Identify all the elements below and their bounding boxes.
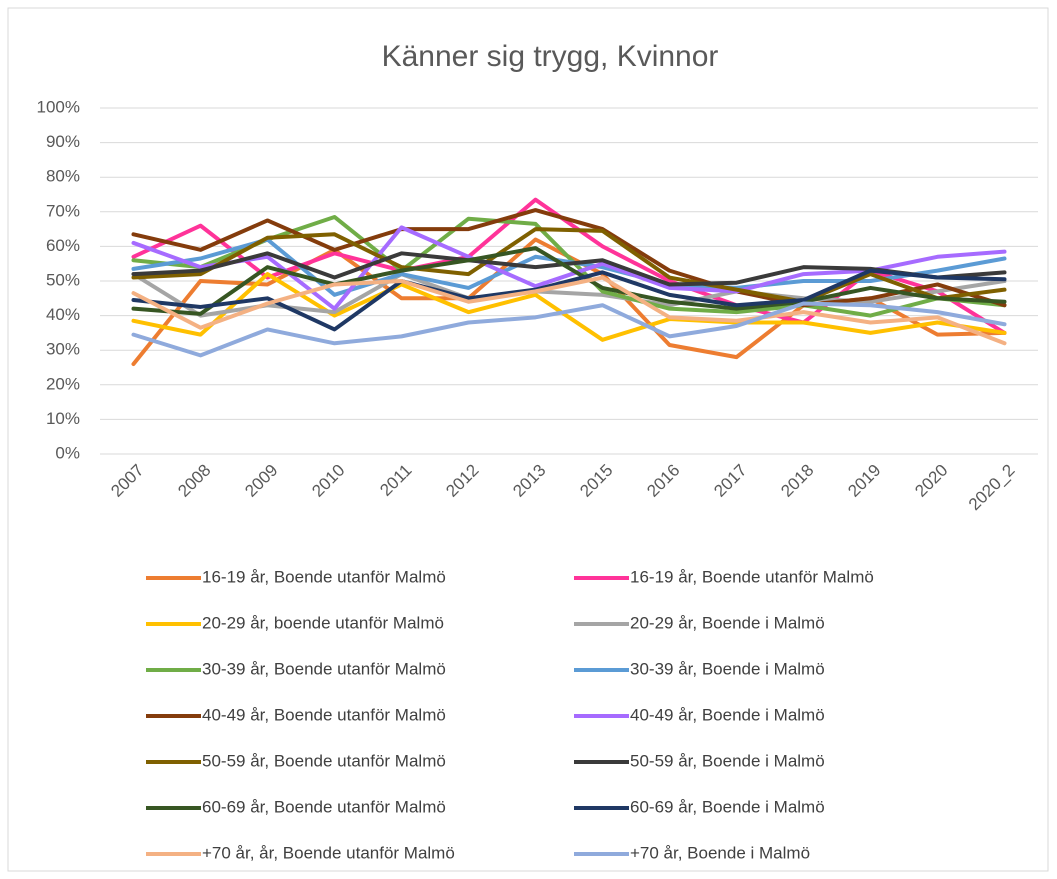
y-tick-label: 70% xyxy=(46,201,80,220)
legend-label: 40-49 år, Boende utanför Malmö xyxy=(202,705,446,724)
chart-title: Känner sig trygg, Kvinnor xyxy=(382,40,719,73)
y-tick-label: 80% xyxy=(46,167,80,186)
y-tick-label: 40% xyxy=(46,305,80,324)
series-line xyxy=(131,225,1007,311)
y-tick-label: 50% xyxy=(46,270,80,289)
legend-label: 50-59 år, Boende utanför Malmö xyxy=(202,751,446,770)
series-line xyxy=(131,268,1007,332)
chart-border xyxy=(7,7,1049,872)
legend-label: +70 år, Boende i Malmö xyxy=(630,843,810,862)
series-line xyxy=(131,208,1007,308)
y-tick-label: 30% xyxy=(46,340,80,359)
series-line xyxy=(131,272,1007,342)
legend-label: 60-69 år, Boende utanför Malmö xyxy=(202,797,446,816)
y-tick-label: 10% xyxy=(46,409,80,428)
legend-label: 16-19 år, Boende utanför Malmö xyxy=(202,567,446,586)
y-tick-label: 100% xyxy=(37,97,80,116)
y-tick-label: 60% xyxy=(46,236,80,255)
legend-label: 40-49 år, Boende i Malmö xyxy=(630,705,825,724)
legend-label: 20-29 år, boende utanför Malmö xyxy=(202,613,444,632)
y-tick-label: 20% xyxy=(46,374,80,393)
series-line xyxy=(131,301,1007,358)
legend-label: 30-39 år, Boende i Malmö xyxy=(630,659,825,678)
series-line xyxy=(131,246,1007,316)
series-line xyxy=(131,227,1007,304)
series-line xyxy=(131,275,1007,346)
series-line xyxy=(131,251,1007,287)
legend-label: 60-69 år, Boende i Malmö xyxy=(630,797,825,816)
legend-label: 50-59 år, Boende i Malmö xyxy=(630,751,825,770)
y-tick-label: 90% xyxy=(46,132,80,151)
legend-label: +70 år, år, Boende utanför Malmö xyxy=(202,843,455,862)
y-tick-label: 0% xyxy=(55,443,80,462)
legend-label: 30-39 år, Boende utanför Malmö xyxy=(202,659,446,678)
legend-label: 20-29 år, Boende i Malmö xyxy=(630,613,825,632)
legend-label: 16-19 år, Boende utanför Malmö xyxy=(630,567,874,586)
